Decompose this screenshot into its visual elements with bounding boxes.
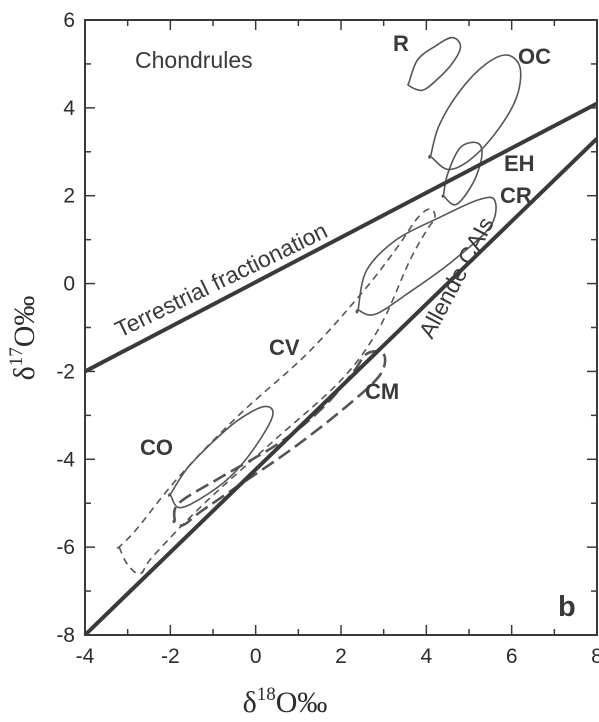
x-tick-label: 2 (335, 645, 347, 668)
region-label-cr: CR (500, 183, 532, 208)
region-label-eh: EH (504, 151, 535, 176)
region-label-cm: CM (365, 379, 399, 404)
y-axis-label-base: δ (8, 366, 41, 380)
region-cr (355, 196, 497, 316)
y-tick-label: 6 (63, 9, 75, 32)
region-r (407, 36, 462, 92)
y-axis-label: δ17O‰ (6, 296, 41, 381)
line-allende-cais (83, 137, 599, 637)
region-co (167, 405, 274, 509)
line-terrestrial-fractionation (84, 101, 598, 374)
x-tick-label: 8 (591, 645, 599, 668)
region-oc (428, 54, 522, 171)
y-tick-label: -2 (56, 360, 75, 383)
x-tick-label: 6 (506, 645, 518, 668)
y-tick-label: -6 (56, 536, 75, 559)
x-axis-label: δ18O‰ (243, 684, 328, 719)
region-eh (441, 141, 483, 206)
region-label-oc: OC (518, 44, 551, 69)
y-axis-label-rest: O‰ (8, 296, 41, 348)
x-axis-label-sup: 18 (257, 684, 276, 705)
y-tick-label: 4 (63, 97, 75, 120)
region-label-cv: CV (269, 335, 300, 360)
x-tick-label: -2 (161, 645, 180, 668)
y-tick-label: 0 (63, 273, 75, 296)
x-tick-label: -4 (76, 645, 95, 668)
y-axis-label-sup: 17 (6, 347, 27, 366)
y-tick-label: -4 (56, 448, 75, 471)
x-axis-label-base: δ (243, 686, 257, 719)
y-tick-label: 2 (63, 185, 75, 208)
region-cm (172, 350, 387, 527)
region-label-r: R (393, 31, 409, 56)
plot-frame (84, 19, 598, 636)
panel-letter: b (558, 591, 576, 623)
y-tick-label: -8 (56, 624, 75, 647)
x-tick-label: 0 (250, 645, 262, 668)
x-tick-label: 4 (420, 645, 432, 668)
terrestrial-fractionation-label: Terrestrial fractionation (111, 217, 332, 342)
chondrules-annotation: Chondrules (135, 47, 253, 73)
x-axis-label-rest: O‰ (276, 686, 328, 719)
region-label-co: CO (140, 435, 173, 460)
